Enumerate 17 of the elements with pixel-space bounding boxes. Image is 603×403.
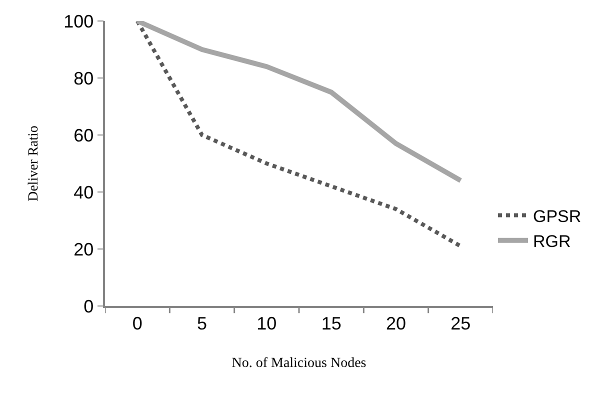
y-tick-label: 40 — [74, 182, 94, 202]
y-tick-label: 20 — [74, 239, 94, 260]
x-tick-label: 20 — [386, 313, 406, 334]
x-tick-label: 15 — [321, 313, 342, 334]
x-tick-label: 10 — [256, 313, 277, 334]
y-tick-label: 100 — [64, 11, 94, 32]
x-axis-title: No. of Malicious Nodes — [232, 356, 366, 372]
line-series — [135, 21, 463, 248]
y-tick-label: 60 — [74, 125, 94, 146]
x-tick-label: 0 — [132, 313, 142, 334]
y-tick-label: 0 — [84, 296, 94, 316]
legend-label: RGR — [533, 232, 571, 251]
y-axis-title: Deliver Ratio — [26, 126, 42, 202]
legend-label: GPSR — [533, 206, 582, 226]
y-tick-label: 80 — [74, 68, 94, 88]
x-tick-label: 25 — [450, 313, 471, 334]
x-tick-label: 5 — [196, 313, 208, 334]
